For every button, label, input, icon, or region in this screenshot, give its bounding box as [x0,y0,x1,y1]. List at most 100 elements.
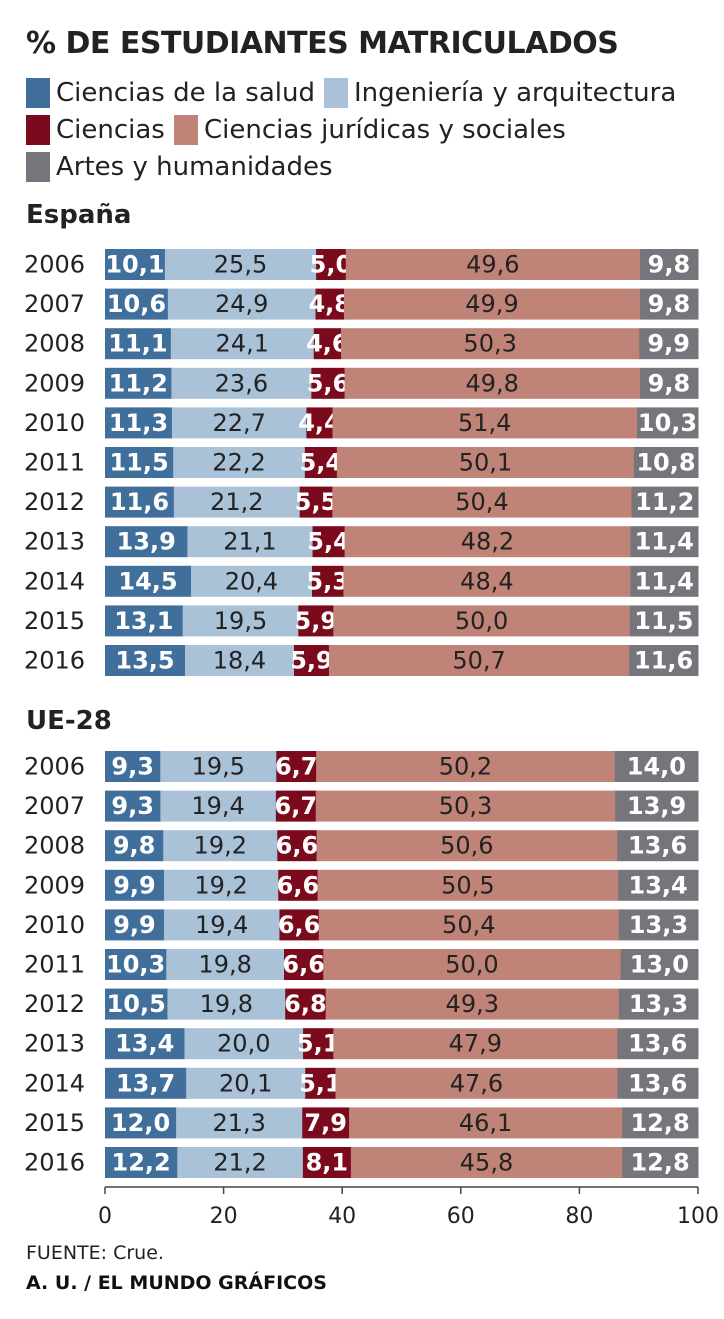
value-label-ue28-2015-juridicas: 46,1 [459,1109,512,1137]
bar-espana-2006-ciencias [316,249,347,280]
value-label-ue28-2011-ciencias: 6,6 [282,951,325,979]
bar-espana-2007-ciencias [315,288,345,320]
bar-espana-2012-juridicas [332,486,633,518]
value-label-ue28-2014-artes: 13,6 [628,1069,687,1097]
value-label-ue28-2006-artes: 14,0 [627,753,686,781]
bar-espana-2013-ciencias [312,526,346,558]
bar-espana-2007-juridicas [343,288,641,320]
value-label-espana-2007-salud: 10,6 [107,290,166,318]
legend-item-ingenieria: Ingeniería y arquitectura [324,78,676,108]
value-label-espana-2006-juridicas: 49,6 [466,251,519,279]
value-label-espana-2011-artes: 10,8 [636,449,695,477]
value-label-ue28-2009-ingenieria: 19,2 [194,871,247,899]
bar-ue28-2012-ingenieria [167,988,286,1020]
value-label-espana-2013-ciencias: 5,4 [307,528,350,556]
bar-ue28-2009-ciencias [278,869,319,901]
bar-espana-2011-juridicas [336,447,635,478]
value-label-espana-2012-ingenieria: 21,2 [210,488,263,516]
legend-swatch-ciencias [26,115,50,145]
value-label-ue28-2006-ciencias: 6,7 [275,753,318,781]
bar-ue28-2007-juridicas [315,790,616,822]
value-label-espana-2016-ciencias: 5,9 [290,647,333,675]
bar-ue28-2010-artes [618,909,699,941]
bar-ue28-2009-juridicas [317,869,619,901]
bar-ue28-2006-juridicas [316,751,616,782]
value-label-ue28-2008-artes: 13,6 [628,832,687,860]
bar-ue28-2013-artes [617,1028,699,1060]
x-tick-label-80: 80 [565,1204,593,1229]
bar-espana-2016-juridicas [328,645,630,676]
bar-espana-2010-artes [636,407,699,439]
bar-espana-2012-artes [631,486,699,518]
value-label-espana-2010-juridicas: 51,4 [458,409,511,437]
value-label-ue28-2013-salud: 13,4 [115,1030,174,1058]
value-label-ue28-2014-salud: 13,7 [116,1069,175,1097]
value-label-espana-2016-juridicas: 50,7 [452,647,505,675]
value-label-espana-2015-salud: 13,1 [114,607,173,635]
value-label-espana-2013-artes: 11,4 [635,528,694,556]
value-label-ue28-2015-artes: 12,8 [630,1109,689,1137]
value-label-espana-2012-artes: 11,2 [635,488,694,516]
bar-ue28-2010-juridicas [318,909,620,941]
x-tick-label-40: 40 [328,1204,356,1229]
value-label-ue28-2014-ingenieria: 20,1 [219,1069,272,1097]
legend-item-artes: Artes y humanidades [26,152,333,182]
value-label-espana-2006-ciencias: 5,0 [310,251,353,279]
bar-espana-2012-salud [105,486,175,518]
bar-ue28-2012-juridicas [325,988,620,1020]
bar-ue28-2006-artes [614,751,699,782]
bar-ue28-2011-artes [620,949,699,980]
year-label-ue28-2015: 2015 [24,1109,85,1137]
section-title-espana: España [26,200,132,230]
value-label-ue28-2013-ciencias: 5,1 [297,1030,340,1058]
source-note: FUENTE: Crue. [26,1242,164,1264]
value-label-ue28-2008-salud: 9,8 [113,832,156,860]
legend-label-artes: Artes y humanidades [56,152,333,182]
value-label-ue28-2010-salud: 9,9 [113,911,156,939]
legend-label-ciencias: Ciencias [56,115,165,145]
value-label-ue28-2008-juridicas: 50,6 [440,832,493,860]
bar-espana-2009-ciencias [311,367,346,399]
value-label-espana-2013-salud: 13,9 [117,528,176,556]
bar-ue28-2016-salud [105,1147,178,1178]
value-label-ue28-2006-ingenieria: 19,5 [192,753,245,781]
value-label-espana-2009-artes: 9,8 [648,369,691,397]
value-label-espana-2006-salud: 10,1 [105,251,164,279]
value-label-espana-2008-ingenieria: 24,1 [216,330,269,358]
year-label-espana-2009: 2009 [24,369,85,397]
bar-ue28-2007-ingenieria [160,790,277,822]
bar-ue28-2015-juridicas [349,1107,623,1139]
value-label-espana-2015-juridicas: 50,0 [455,607,508,635]
x-tick-label-0: 0 [98,1204,112,1229]
legend-label-juridicas: Ciencias jurídicas y sociales [204,115,566,145]
bar-ue28-2009-salud [105,869,165,901]
value-label-ue28-2014-ciencias: 5,1 [299,1069,342,1097]
value-label-ue28-2015-ingenieria: 21,3 [212,1109,265,1137]
value-label-ue28-2007-salud: 9,3 [111,792,154,820]
bar-espana-2013-ingenieria [187,526,314,558]
year-label-ue28-2007: 2007 [24,792,85,820]
value-label-ue28-2013-artes: 13,6 [628,1030,687,1058]
bar-espana-2007-artes [639,288,699,320]
value-label-ue28-2007-juridicas: 50,3 [439,792,492,820]
bar-ue28-2009-artes [618,869,699,901]
bar-espana-2011-artes [633,447,699,478]
value-label-ue28-2011-artes: 13,0 [630,951,689,979]
bar-espana-2013-juridicas [344,526,631,558]
bar-espana-2015-salud [105,605,184,637]
value-label-espana-2014-artes: 11,4 [635,567,694,595]
bar-ue28-2011-salud [105,949,167,980]
value-label-espana-2013-ingenieria: 21,1 [223,528,276,556]
bar-espana-2012-ingenieria [173,486,301,518]
x-tick-label-20: 20 [210,1204,238,1229]
legend-item-ciencias: Ciencias [26,115,165,145]
value-label-espana-2014-ciencias: 5,3 [306,567,349,595]
bar-ue28-2008-salud [105,830,164,862]
bar-ue28-2006-ciencias [276,751,317,782]
value-label-ue28-2008-ciencias: 6,6 [276,832,319,860]
bar-espana-2007-salud [105,288,169,320]
value-label-ue28-2009-artes: 13,4 [629,871,688,899]
bar-espana-2014-ciencias [311,565,344,597]
x-tick-label-100: 100 [677,1204,719,1229]
bar-ue28-2016-artes [622,1147,699,1178]
